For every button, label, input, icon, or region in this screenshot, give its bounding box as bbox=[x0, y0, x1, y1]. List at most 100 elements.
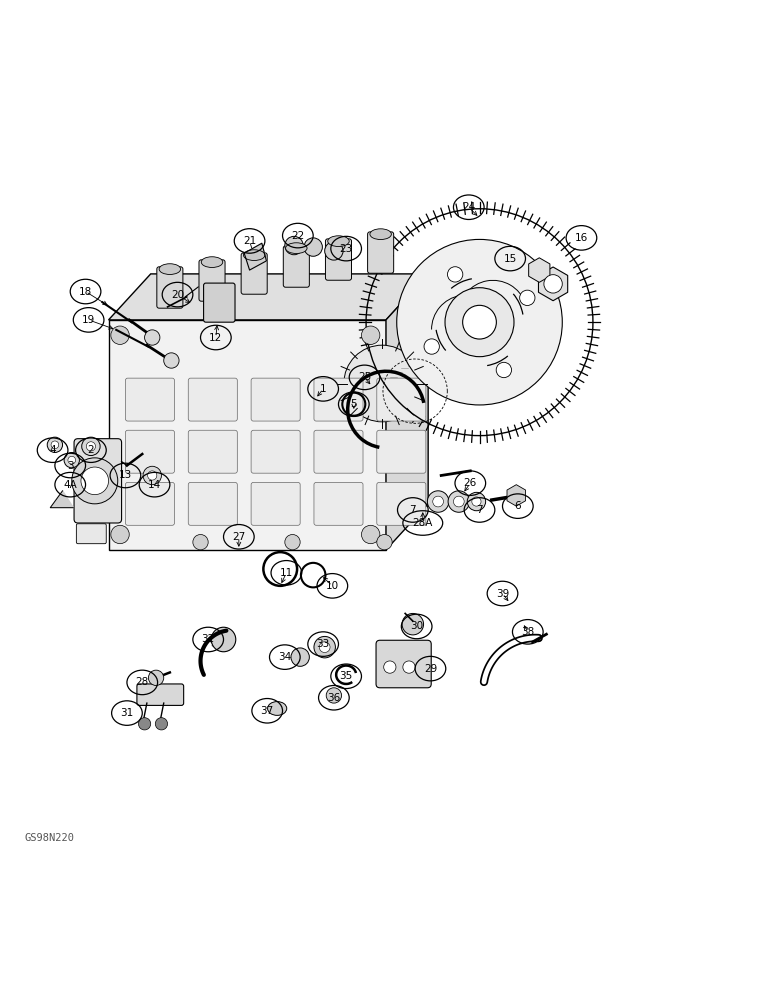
Ellipse shape bbox=[328, 236, 349, 247]
Polygon shape bbox=[50, 491, 73, 508]
Circle shape bbox=[424, 339, 439, 354]
FancyBboxPatch shape bbox=[125, 430, 174, 473]
Circle shape bbox=[111, 525, 129, 544]
Circle shape bbox=[448, 267, 462, 282]
FancyBboxPatch shape bbox=[283, 246, 310, 287]
Text: 28: 28 bbox=[136, 677, 149, 687]
Circle shape bbox=[81, 467, 109, 495]
Circle shape bbox=[354, 197, 604, 447]
Ellipse shape bbox=[268, 702, 286, 715]
Text: 35: 35 bbox=[340, 671, 353, 681]
FancyBboxPatch shape bbox=[251, 482, 300, 525]
Text: 5: 5 bbox=[350, 399, 357, 409]
Circle shape bbox=[193, 534, 208, 550]
Circle shape bbox=[467, 492, 486, 511]
Text: 25: 25 bbox=[358, 372, 371, 382]
Circle shape bbox=[285, 236, 303, 255]
Circle shape bbox=[148, 670, 164, 685]
FancyBboxPatch shape bbox=[314, 482, 363, 525]
Text: 12: 12 bbox=[209, 333, 222, 343]
Text: 2: 2 bbox=[87, 445, 94, 455]
Circle shape bbox=[212, 627, 235, 652]
Circle shape bbox=[64, 452, 80, 468]
Circle shape bbox=[397, 239, 562, 405]
Text: 15: 15 bbox=[503, 254, 516, 264]
Circle shape bbox=[433, 496, 443, 507]
Text: 1: 1 bbox=[320, 384, 327, 394]
FancyBboxPatch shape bbox=[157, 267, 183, 308]
FancyBboxPatch shape bbox=[188, 378, 237, 421]
Circle shape bbox=[143, 466, 161, 485]
Circle shape bbox=[453, 496, 464, 507]
Circle shape bbox=[320, 642, 330, 653]
Circle shape bbox=[377, 534, 392, 550]
Text: 4: 4 bbox=[49, 445, 56, 455]
Circle shape bbox=[314, 636, 335, 658]
Text: 10: 10 bbox=[326, 581, 339, 591]
Circle shape bbox=[361, 525, 380, 544]
Ellipse shape bbox=[159, 264, 181, 274]
Text: 39: 39 bbox=[496, 589, 509, 599]
FancyBboxPatch shape bbox=[377, 482, 426, 525]
Text: 34: 34 bbox=[278, 652, 292, 662]
Ellipse shape bbox=[286, 243, 307, 254]
FancyBboxPatch shape bbox=[204, 283, 235, 322]
Circle shape bbox=[496, 362, 512, 378]
FancyBboxPatch shape bbox=[376, 640, 432, 688]
Ellipse shape bbox=[370, 229, 391, 240]
Text: 7: 7 bbox=[476, 505, 482, 515]
Circle shape bbox=[72, 458, 118, 504]
Circle shape bbox=[285, 534, 300, 550]
Text: 19: 19 bbox=[82, 315, 95, 325]
Circle shape bbox=[544, 275, 562, 293]
Text: 26: 26 bbox=[464, 478, 477, 488]
Text: 18: 18 bbox=[79, 287, 92, 297]
Circle shape bbox=[403, 661, 415, 673]
Circle shape bbox=[147, 471, 157, 480]
Text: GS98N220: GS98N220 bbox=[24, 833, 74, 843]
Circle shape bbox=[138, 718, 151, 730]
FancyBboxPatch shape bbox=[74, 439, 121, 523]
FancyBboxPatch shape bbox=[377, 378, 426, 421]
FancyBboxPatch shape bbox=[251, 378, 300, 421]
Text: 24: 24 bbox=[462, 202, 476, 212]
Polygon shape bbox=[386, 274, 428, 550]
Circle shape bbox=[82, 437, 100, 456]
Text: 37: 37 bbox=[261, 706, 274, 716]
Circle shape bbox=[304, 238, 323, 256]
Circle shape bbox=[164, 353, 179, 368]
Circle shape bbox=[520, 290, 535, 305]
Polygon shape bbox=[109, 274, 428, 320]
Text: 6: 6 bbox=[514, 501, 521, 511]
FancyBboxPatch shape bbox=[125, 482, 174, 525]
Circle shape bbox=[428, 491, 449, 512]
FancyBboxPatch shape bbox=[377, 430, 426, 473]
Text: 16: 16 bbox=[575, 233, 588, 243]
Circle shape bbox=[361, 326, 380, 344]
Text: 32: 32 bbox=[201, 634, 215, 644]
Circle shape bbox=[325, 242, 343, 260]
Text: 21: 21 bbox=[243, 236, 256, 246]
Text: 38: 38 bbox=[521, 627, 534, 637]
Circle shape bbox=[327, 688, 341, 703]
Polygon shape bbox=[244, 243, 266, 270]
Circle shape bbox=[402, 613, 424, 635]
Circle shape bbox=[51, 441, 59, 449]
FancyBboxPatch shape bbox=[314, 430, 363, 473]
FancyBboxPatch shape bbox=[188, 430, 237, 473]
Text: 27: 27 bbox=[232, 532, 245, 542]
Text: 22: 22 bbox=[291, 231, 304, 241]
FancyBboxPatch shape bbox=[188, 482, 237, 525]
FancyBboxPatch shape bbox=[199, 260, 225, 301]
FancyBboxPatch shape bbox=[76, 524, 107, 544]
Text: 13: 13 bbox=[119, 470, 132, 480]
Circle shape bbox=[344, 345, 421, 422]
Text: 28A: 28A bbox=[412, 518, 433, 528]
Circle shape bbox=[448, 491, 469, 512]
Text: 33: 33 bbox=[317, 639, 330, 649]
Ellipse shape bbox=[201, 257, 223, 267]
FancyBboxPatch shape bbox=[137, 684, 184, 705]
Circle shape bbox=[155, 718, 168, 730]
Circle shape bbox=[291, 648, 310, 666]
Circle shape bbox=[445, 288, 514, 357]
